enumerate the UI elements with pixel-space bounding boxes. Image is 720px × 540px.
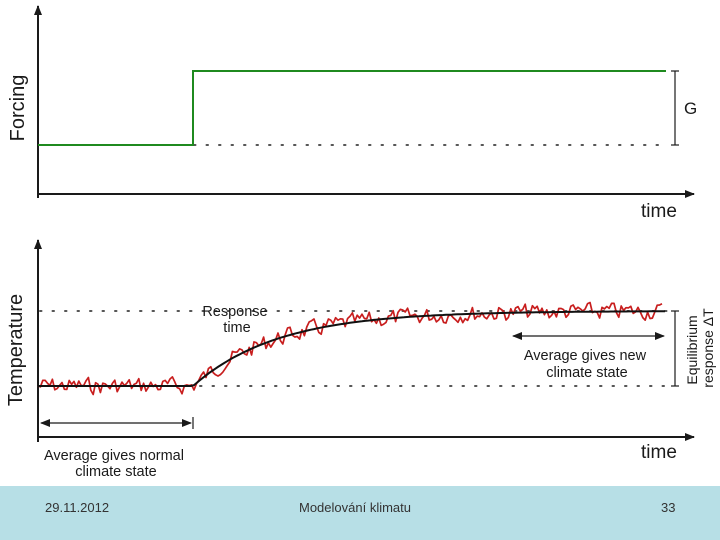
- new-state-line2: climate state: [546, 365, 627, 381]
- equilibrium-label-line2: response ΔT: [700, 308, 716, 388]
- normal-state-line2: climate state: [75, 464, 156, 480]
- footer-title: Modelování klimatu: [299, 500, 411, 515]
- footer-page-number: 33: [661, 500, 676, 515]
- slide-footer: 29.11.2012 Modelování klimatu 33: [0, 486, 720, 540]
- forcing-axis-label: Forcing: [7, 75, 29, 142]
- new-state-label: Average gives new climate state: [524, 348, 650, 381]
- forcing-time-label: time: [641, 201, 677, 222]
- climate-response-diagram: Forcing time G Temperature time Equilibr…: [5, 5, 716, 480]
- footer-date: 29.11.2012: [45, 500, 110, 515]
- normal-state-label: Average gives normal climate state: [44, 448, 188, 480]
- forcing-step-line: [38, 70, 666, 146]
- response-time-line2: time: [223, 320, 250, 336]
- equilibrium-label-line1: Equilibrium: [684, 315, 700, 384]
- new-state-line1: Average gives new: [524, 348, 647, 364]
- response-time-label: Response time: [202, 304, 271, 336]
- response-time-line1: Response: [202, 304, 267, 320]
- equilibrium-bracket: [671, 310, 679, 387]
- forcing-bracket: [671, 70, 679, 146]
- temperature-axis-label: Temperature: [5, 294, 27, 406]
- normal-state-line1: Average gives normal: [44, 448, 184, 464]
- equilibrium-label: Equilibrium response ΔT: [684, 308, 716, 388]
- temperature-time-label: time: [641, 442, 677, 463]
- temperature-smooth-response: [38, 310, 665, 387]
- forcing-g-label: G: [684, 99, 697, 118]
